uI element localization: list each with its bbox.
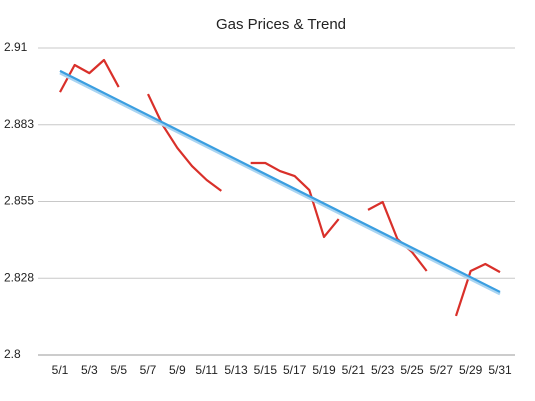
y-tick-label: 2.91 xyxy=(4,40,28,54)
x-tick-label: 5/15 xyxy=(254,363,278,377)
price-line xyxy=(59,58,501,317)
x-tick-label: 5/11 xyxy=(195,363,218,377)
x-tick-label: 5/27 xyxy=(430,363,454,377)
x-tick-label: 5/7 xyxy=(140,363,157,377)
trend-line-shadow xyxy=(59,71,501,296)
x-tick-label: 5/17 xyxy=(283,363,307,377)
x-tick-label: 5/25 xyxy=(400,363,424,377)
chart-title: Gas Prices & Trend xyxy=(216,16,346,33)
y-tick-label: 2.8 xyxy=(4,347,21,361)
trend-line xyxy=(59,69,501,293)
x-tick-label: 5/19 xyxy=(312,363,336,377)
x-tick-label: 5/21 xyxy=(342,363,366,377)
x-tick-label: 5/1 xyxy=(52,363,69,377)
x-tick-label: 5/5 xyxy=(110,363,127,377)
y-tick-label: 2.883 xyxy=(4,117,34,131)
y-tick-label: 2.855 xyxy=(4,194,34,208)
y-tick-label: 2.828 xyxy=(4,270,34,284)
x-tick-label: 5/31 xyxy=(488,363,512,377)
x-tick-label: 5/9 xyxy=(169,363,186,377)
x-tick-label: 5/13 xyxy=(224,363,248,377)
x-tick-label: 5/3 xyxy=(81,363,98,377)
x-tick-label: 5/23 xyxy=(371,363,395,377)
x-tick-label: 5/29 xyxy=(459,363,483,377)
